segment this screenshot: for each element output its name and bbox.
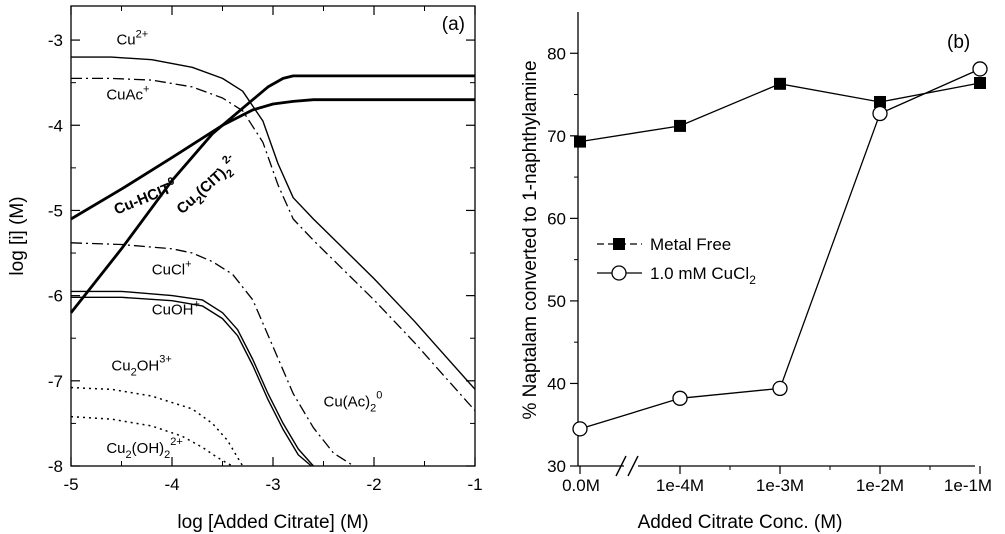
a-y-tick-label: -3 [48, 31, 63, 50]
b-x-tick-label: 1e-1M [944, 476, 992, 495]
a-x-tick-label: -4 [164, 475, 179, 494]
b-series-markers [572, 61, 988, 437]
a-y-tick-label: -6 [48, 287, 63, 306]
series-line-cu2 [71, 56, 476, 390]
series-label-cu-hcit0: Cu-HCIT0 [110, 175, 179, 218]
b-series-lines [579, 68, 981, 430]
b-y-tick-label: 40 [547, 374, 566, 393]
data-point-1-0-mm-cucl [672, 390, 688, 406]
panel-b-label: (b) [947, 32, 970, 53]
panel-b-y-axis-title: % Naptalam converted to 1-naphthylamine [520, 60, 541, 419]
series-label-cu2-cit-2-2: Cu2(CIT)22- [171, 151, 245, 221]
data-point-1-0-mm-cucl [572, 421, 588, 437]
data-point-metal-free [774, 77, 786, 90]
a-ticks: -5 -4 -3 -2 -1 -8 -7 -6 -5 -4 -3 [48, 6, 483, 494]
b-y-tick-label: 80 [547, 44, 566, 63]
series-label-cuac: CuAc+ [106, 84, 149, 104]
b-axis-break [615, 455, 627, 477]
data-point-1-0-mm-cucl [772, 380, 788, 397]
panel-a-y-axis-title: log [i] (M) [7, 196, 28, 275]
data-point-metal-free [674, 119, 686, 132]
b-x-tick-label: 1e-3M [756, 476, 804, 495]
series-line-cu2-cit-2-2 [69, 74, 475, 314]
b-y-tick-label: 50 [547, 292, 566, 311]
legend-label-1-0-mm-cucl: 1.0 mM CuCl2 [650, 264, 756, 287]
panel-a-label: (a) [442, 14, 465, 35]
b-y-tick-label: 70 [547, 127, 566, 146]
a-x-tick-label: -2 [366, 475, 381, 494]
b-x-tick-label: 0.0M [562, 476, 600, 495]
b-axes: 30 40 50 60 70 80 0.0M 1e-4M 1e-3M 1e-2M 1e-1M [547, 12, 992, 495]
a-y-tick-label: -8 [48, 457, 63, 476]
legend-marker-metal-free [613, 238, 625, 250]
series-label-cuoh: CuOH+ [152, 298, 200, 318]
b-x-tick-label: 1e-2M [856, 476, 904, 495]
series-label-cucl: CuCl+ [152, 258, 192, 278]
series-line-metal-free [579, 82, 981, 143]
data-point-1-0-mm-cucl [872, 105, 888, 122]
chart-panel-b: 30 40 50 60 70 80 0.0M 1e-4M 1e-3M 1e-2M 1e-1M Met… [520, 12, 992, 533]
data-point-metal-free [874, 95, 886, 108]
panel-b-legend: Metal Free 1.0 mM CuCl2 [597, 235, 756, 287]
b-axis-break [627, 455, 639, 477]
a-y-tick-label: -5 [48, 201, 63, 220]
a-x-tick-label: -5 [63, 475, 78, 494]
series-line-1-0-mm-cucl [579, 68, 981, 430]
b-y-tick-label: 60 [547, 209, 566, 228]
data-point-1-0-mm-cucl [972, 61, 988, 77]
a-series-lines [69, 56, 476, 467]
data-point-metal-free [974, 76, 986, 89]
series-line-cu2oh3 [70, 386, 244, 467]
panel-a-x-axis-title: log [Added Citrate] (M) [177, 512, 368, 533]
data-point-metal-free [574, 135, 586, 148]
a-y-tick-label: -7 [48, 372, 63, 391]
series-line-cuac [71, 77, 476, 412]
a-x-tick-label: -3 [265, 475, 280, 494]
a-y-tick-label: -4 [48, 116, 63, 135]
series-label-cu2-oh-2-2: Cu2(OH)22+ [106, 436, 182, 461]
series-label-cu-ac-2-0: Cu(Ac)20 [324, 389, 383, 414]
panel-b-x-axis-title: Added Citrate Conc. (M) [638, 512, 843, 533]
series-line-cu-hcit0 [70, 98, 475, 221]
b-x-tick-label: 1e-4M [656, 476, 704, 495]
series-line-cucl [71, 290, 314, 467]
b-y-tick-label: 30 [547, 457, 566, 476]
series-line-cu-ac-2-0 [70, 242, 355, 467]
series-label-cu2: Cu2+ [116, 28, 148, 48]
series-label-cu2oh3: Cu2OH3+ [111, 354, 171, 379]
a-x-tick-label: -1 [467, 475, 482, 494]
series-line-cuoh [71, 296, 312, 467]
chart-panel-a: -5 -4 -3 -2 -1 -8 -7 -6 -5 -4 -3 Cu2+ CuAc+ Cu-HCIT0… [7, 5, 483, 533]
legend-marker-1-0-mm-cucl [611, 265, 627, 281]
legend-label-metal-free: Metal Free [650, 235, 731, 254]
